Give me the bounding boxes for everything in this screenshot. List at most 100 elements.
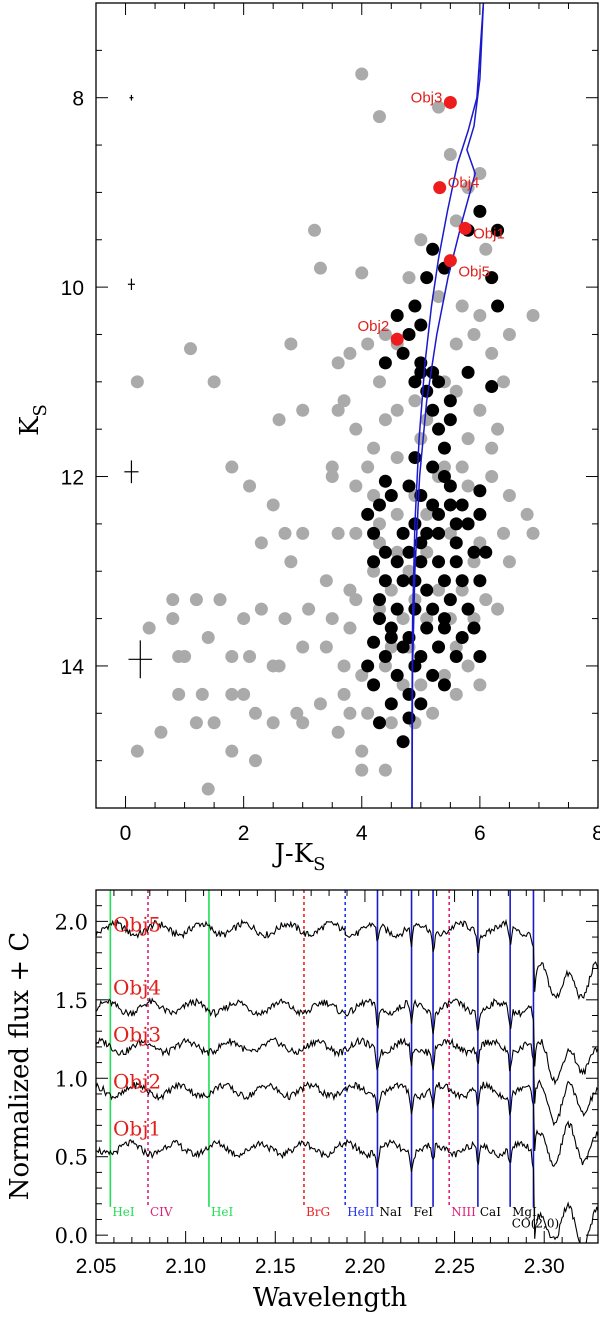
member-star-point <box>390 555 404 569</box>
member-star-point <box>426 365 440 379</box>
member-star-point <box>455 631 469 645</box>
target-stars: Obj3 Obj4 Obj1 Obj5 Obj2 <box>358 89 505 346</box>
field-star-point <box>372 517 386 531</box>
field-star-point <box>449 384 463 398</box>
field-star-point <box>349 526 363 540</box>
field-star-point <box>390 507 404 521</box>
field-star-point <box>396 678 410 692</box>
field-star-point <box>467 555 481 569</box>
member-star-point <box>390 602 404 616</box>
field-star-point <box>402 564 416 578</box>
member-star-point <box>473 574 487 588</box>
spectra-x-axis-title: Wavelength <box>253 1283 408 1313</box>
spectrum-trace <box>96 918 598 1001</box>
field-star-point <box>437 668 451 682</box>
spectral-line-label: HeII <box>347 1205 374 1219</box>
member-star-point <box>378 356 392 370</box>
field-star-point <box>473 403 487 417</box>
field-star-point <box>372 375 386 389</box>
spectral-line-label: NaI <box>379 1205 402 1219</box>
field-star-point <box>337 659 351 673</box>
field-star-point <box>426 706 440 720</box>
member-star-point <box>449 649 463 663</box>
field-star-point <box>343 583 357 597</box>
field-star-point <box>319 574 333 588</box>
field-star-point <box>420 545 434 559</box>
field-star-point <box>455 460 469 474</box>
member-star-point <box>408 299 422 313</box>
field-star-point <box>343 621 357 635</box>
member-star-point <box>367 526 381 540</box>
member-star-point <box>432 526 446 540</box>
field-star-point <box>254 602 268 616</box>
field-star-point <box>201 782 215 796</box>
field-star-point <box>284 555 298 569</box>
member-star-point <box>367 635 381 649</box>
member-star-point <box>367 555 381 569</box>
member-star-point <box>402 687 416 701</box>
x-tick-label: 2.05 <box>76 1255 117 1278</box>
member-star-point <box>372 498 386 512</box>
member-star-point <box>432 375 446 389</box>
field-star-point <box>473 536 487 550</box>
member-star-point <box>414 555 428 569</box>
y-tick-label: 10 <box>61 277 84 300</box>
member-star-point <box>491 223 505 237</box>
member-star-point <box>396 574 410 588</box>
spectrum-object-label: Obj5 <box>113 913 161 937</box>
field-star-point <box>290 706 304 720</box>
field-star-point <box>449 214 463 228</box>
spectral-line-label: NIII <box>451 1205 476 1219</box>
field-star-point <box>189 593 203 607</box>
member-star-point <box>426 403 440 417</box>
field-star-point <box>367 441 381 455</box>
member-star-point <box>414 488 428 502</box>
field-star-point <box>207 375 221 389</box>
field-star-point <box>355 763 369 777</box>
field-star-point <box>278 526 292 540</box>
field-star-point <box>502 555 516 569</box>
field-star-point <box>331 526 345 540</box>
member-star-point <box>408 375 422 389</box>
field-star-point <box>172 687 186 701</box>
member-star-point <box>378 649 392 663</box>
field-star-point <box>237 612 251 626</box>
member-star-point <box>372 716 386 730</box>
field-star-point <box>296 716 310 730</box>
member-star-point <box>449 555 463 569</box>
field-star-point <box>367 564 381 578</box>
field-star-point <box>361 337 375 351</box>
field-star-point <box>420 507 434 521</box>
field-star-point <box>443 148 457 162</box>
field-star-point <box>420 612 434 626</box>
x-tick-label: 0 <box>120 822 132 845</box>
member-star-point <box>432 422 446 436</box>
field-star-point <box>390 403 404 417</box>
field-star-point <box>473 309 487 323</box>
field-star-point <box>237 687 251 701</box>
member-star-point <box>420 621 434 635</box>
x-tick-label: 2.20 <box>344 1255 385 1278</box>
member-star-point <box>432 640 446 654</box>
member-star-point <box>414 697 428 711</box>
field-star-point <box>325 470 339 484</box>
field-star-point <box>355 266 369 280</box>
field-star-point <box>414 678 428 692</box>
member-star-point <box>449 536 463 550</box>
member-star-point <box>384 631 398 645</box>
cmd-y-axis-title: KS <box>15 404 51 436</box>
member-star-point <box>455 574 469 588</box>
member-star-point <box>390 309 404 323</box>
field-star-point <box>296 640 310 654</box>
isochrone-curve <box>411 3 485 808</box>
member-star-point <box>396 640 410 654</box>
member-star-point <box>361 507 375 521</box>
isochrone-curve <box>411 3 485 808</box>
member-star-point <box>426 498 440 512</box>
field-star-point <box>497 526 511 540</box>
y-tick-label: 12 <box>61 467 84 490</box>
member-star-point <box>449 517 463 531</box>
member-star-point <box>491 299 505 313</box>
field-star-point <box>272 413 286 427</box>
spectrum-trace <box>96 1138 598 1243</box>
